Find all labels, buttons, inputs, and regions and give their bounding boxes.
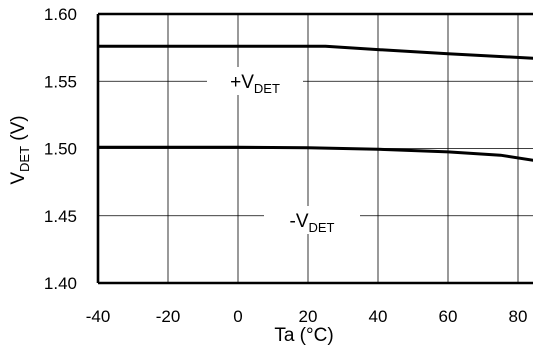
y-tick-label: 1.50: [44, 140, 77, 159]
x-tick-label: 40: [369, 307, 388, 326]
label-layer: +VDET-VDET: [207, 67, 360, 235]
series-line-minus-vdet: [98, 145, 533, 162]
series-label-subscript: DET: [309, 220, 335, 235]
series-label-plus-vdet: +VDET: [230, 72, 280, 96]
y-tick-label: 1.60: [44, 5, 77, 24]
series-label-main: -V: [290, 211, 309, 232]
series-label-background: [264, 206, 360, 234]
series-layer: [98, 44, 533, 162]
x-tick-label: 20: [299, 307, 318, 326]
series-label-subscript: DET: [254, 81, 280, 96]
y-tick-label: 1.45: [44, 207, 77, 226]
y-axis-title-unit: (V): [8, 115, 29, 146]
x-axis-title: Ta (°C): [274, 325, 333, 346]
y-axis-title: VDET (V): [8, 115, 32, 184]
series-line-plus-vdet: [98, 44, 533, 60]
series-label-minus-vdet: -VDET: [290, 211, 335, 235]
x-tick-label: -40: [86, 307, 111, 326]
frame-layer: [96, 12, 533, 285]
y-tick-label: 1.55: [44, 72, 77, 91]
x-tick-label: 60: [439, 307, 458, 326]
x-tick-label: 0: [233, 307, 242, 326]
y-axis-title-main: V: [8, 172, 29, 185]
series-label-background: [207, 67, 303, 95]
y-axis-title-subscript: DET: [17, 146, 32, 172]
series-label-main: +V: [230, 72, 254, 93]
y-tick-label: 1.40: [44, 274, 77, 293]
x-tick-label: 80: [509, 307, 528, 326]
x-tick-label: -20: [156, 307, 181, 326]
tick-label-layer: 1.60 1.55 1.50 1.45 1.40 -40 -20 0 20 40 60 80: [44, 5, 528, 326]
